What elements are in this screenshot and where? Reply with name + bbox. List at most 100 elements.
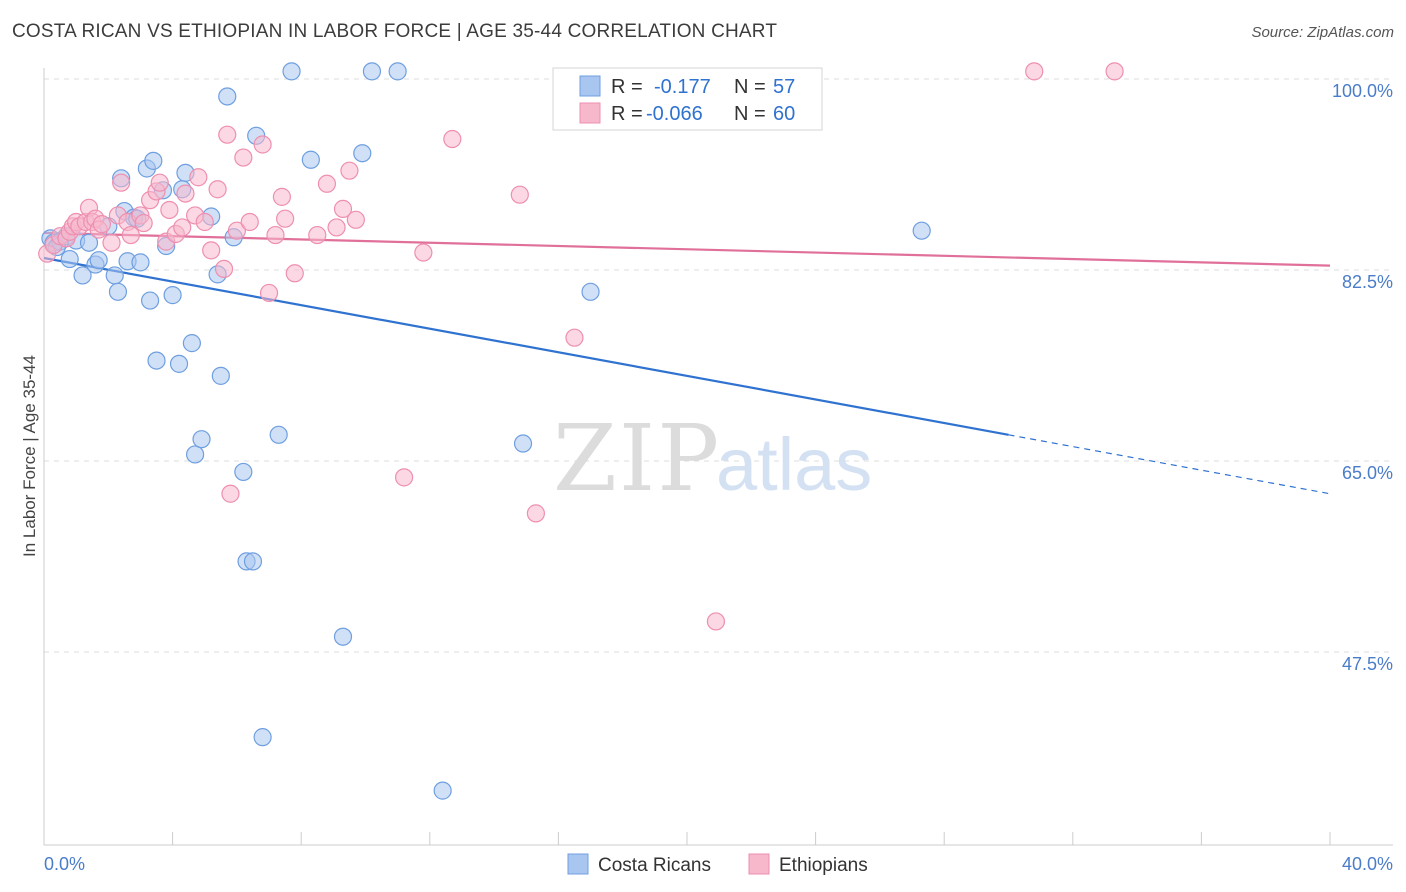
point-ethiopians [112,173,131,192]
point-ethiopians [102,233,121,252]
x-tick-label-max: 40.0% [1342,854,1393,874]
point-costa-ricans [912,221,931,240]
point-costa-ricans [234,462,253,482]
point-ethiopians [92,215,111,234]
point-costa-ricans [89,251,108,270]
point-costa-ricans [433,781,452,800]
point-ethiopians [189,168,208,187]
point-costa-ricans [186,445,205,464]
point-ethiopians [227,221,246,240]
point-costa-ricans [513,434,533,453]
point-ethiopians [565,328,584,347]
point-costa-ricans [182,334,201,353]
point-costa-ricans [243,552,263,571]
point-ethiopians [276,209,295,228]
point-ethiopians [202,241,221,260]
trend-line-ethiopians [43,231,1331,267]
legend-n-value-2: 60 [773,103,795,125]
point-ethiopians [208,180,227,199]
point-ethiopians [394,468,414,487]
point-costa-ricans [105,266,124,285]
point-costa-ricans [73,266,92,285]
legend-n-label-2: N = [734,103,766,125]
point-costa-ricans [581,282,600,301]
y-tick-label: 65.0% [1342,463,1393,483]
y-tick-label: 47.5% [1342,654,1393,674]
point-ethiopians [706,612,726,631]
x-tick-label-min: 0.0% [44,854,85,874]
point-costa-ricans [192,430,211,449]
point-costa-ricans [144,151,163,170]
point-costa-ricans [388,62,407,81]
stats-legend: R = -0.177 N = 57 R = -0.066 N = 60 [552,67,823,131]
legend-r-label-1: R = [611,76,643,98]
point-ethiopians [134,213,153,233]
y-axis-tick-labels: 47.5% 65.0% 82.5% 100.0% [1332,81,1393,674]
watermark-zip: ZIP [553,405,721,512]
chart-title: COSTA RICAN VS ETHIOPIAN IN LABOR FORCE … [12,21,778,42]
legend-r-value-1: -0.177 [654,76,711,98]
point-costa-ricans [253,728,272,747]
trend-line-costa-ricans [43,256,1009,436]
point-ethiopians [218,125,237,144]
trend-lines [43,231,1331,495]
point-ethiopians [327,218,346,237]
legend-r-value-2: -0.066 [646,103,703,125]
chart-source: Source: ZipAtlas.com [1251,24,1394,41]
point-ethiopians [1105,62,1124,81]
point-ethiopians [1025,62,1044,81]
point-costa-ricans [131,253,150,272]
series-legend-label-ethiopians: Ethiopians [779,855,868,876]
y-axis-label: In Labor Force | Age 35-44 [20,355,39,557]
legend-swatch-blue [579,75,601,97]
watermark: ZIP atlas [553,405,872,512]
point-ethiopians [340,161,359,180]
series-legend-swatch-costa-ricans [567,853,589,875]
point-ethiopians [221,484,240,503]
y-tick-label: 82.5% [1342,272,1393,292]
trend-line-costa-ricans-extension [1008,434,1331,495]
point-ethiopians [214,259,234,279]
legend-swatch-pink [579,102,601,124]
series-legend: Costa Ricans Ethiopians [567,853,868,876]
point-costa-ricans [79,233,99,252]
point-costa-ricans [169,354,189,373]
point-ethiopians [259,283,279,303]
point-costa-ricans [60,249,79,269]
point-costa-ricans [269,425,288,444]
point-ethiopians [253,135,272,154]
point-costa-ricans [147,351,166,370]
point-ethiopians [510,185,529,204]
point-ethiopians [234,148,253,167]
point-costa-ricans [282,62,301,81]
point-costa-ricans [301,150,320,169]
point-ethiopians [526,504,545,523]
point-ethiopians [317,174,337,193]
y-tick-label: 100.0% [1332,81,1393,101]
point-costa-ricans [333,627,353,646]
point-ethiopians [333,199,353,218]
point-ethiopians [173,218,192,237]
point-costa-ricans [353,144,372,163]
point-costa-ricans [211,366,230,385]
point-ethiopians [195,212,214,232]
point-ethiopians [266,225,285,245]
point-costa-ricans [362,62,382,81]
x-axis-ticks [43,832,1331,845]
point-ethiopians [121,225,140,245]
point-ethiopians [150,173,169,192]
point-ethiopians [443,129,462,149]
data-points [38,62,1124,800]
watermark-atlas: atlas [716,423,872,506]
axes [43,68,1393,846]
point-ethiopians [272,187,292,206]
point-ethiopians [308,225,327,245]
point-ethiopians [285,264,304,283]
point-costa-ricans [140,291,160,310]
series-legend-swatch-ethiopians [748,853,770,875]
point-ethiopians [176,184,195,203]
point-ethiopians [160,200,179,220]
legend-n-value-1: 57 [773,76,795,98]
point-costa-ricans [218,87,237,106]
